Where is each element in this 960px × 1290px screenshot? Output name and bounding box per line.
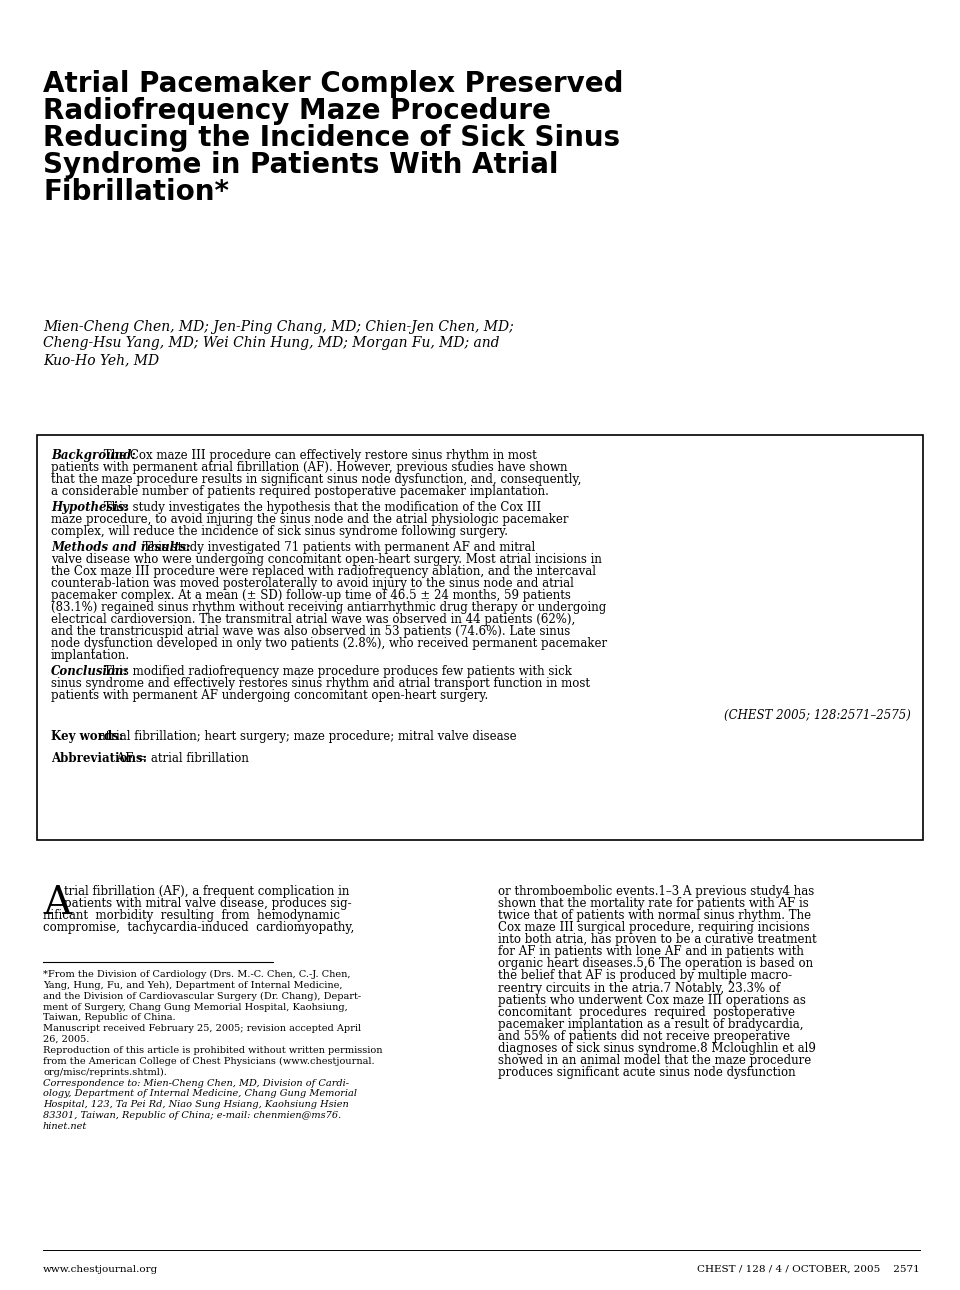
Text: the belief that AF is produced by multiple macro-: the belief that AF is produced by multip… [498,970,792,983]
Text: pacemaker implantation as a result of bradycardia,: pacemaker implantation as a result of br… [498,1018,804,1031]
Text: Syndrome in Patients With Atrial: Syndrome in Patients With Atrial [43,151,559,179]
Text: counterab-lation was moved posterolaterally to avoid injury to the sinus node an: counterab-lation was moved posterolatera… [51,577,574,590]
Text: that the maze procedure results in significant sinus node dysfunction, and, cons: that the maze procedure results in signi… [51,473,582,486]
Text: showed in an animal model that the maze procedure: showed in an animal model that the maze … [498,1054,811,1067]
Text: org/misc/reprints.shtml).: org/misc/reprints.shtml). [43,1068,167,1077]
Text: electrical cardioversion. The transmitral atrial wave was observed in 44 patient: electrical cardioversion. The transmitra… [51,613,575,626]
Text: Reducing the Incidence of Sick Sinus: Reducing the Incidence of Sick Sinus [43,124,620,152]
Text: implantation.: implantation. [51,649,131,662]
Text: or thromboembolic events.1–3 A previous study4 has: or thromboembolic events.1–3 A previous … [498,885,814,898]
Text: into both atria, has proven to be a curative treatment: into both atria, has proven to be a cura… [498,933,817,947]
Text: and 55% of patients did not receive preoperative: and 55% of patients did not receive preo… [498,1029,790,1042]
Text: Hypothesis:: Hypothesis: [51,501,129,513]
Text: Cox maze III surgical procedure, requiring incisions: Cox maze III surgical procedure, requiri… [498,921,809,934]
Text: concomitant  procedures  required  postoperative: concomitant procedures required postoper… [498,1006,795,1019]
Text: Methods and results:: Methods and results: [51,541,190,553]
Text: Abbreviations:: Abbreviations: [51,752,147,765]
Text: Mien-Cheng Chen, MD; Jen-Ping Chang, MD; Chien-Jen Chen, MD;: Mien-Cheng Chen, MD; Jen-Ping Chang, MD;… [43,320,514,334]
Text: complex, will reduce the incidence of sick sinus syndrome following surgery.: complex, will reduce the incidence of si… [51,525,508,538]
Text: pacemaker complex. At a mean (± SD) follow-up time of 46.5 ± 24 months, 59 patie: pacemaker complex. At a mean (± SD) foll… [51,590,571,602]
Text: compromise,  tachycardia-induced  cardiomyopathy,: compromise, tachycardia-induced cardiomy… [43,921,354,934]
Text: node dysfunction developed in only two patients (2.8%), who received permanent p: node dysfunction developed in only two p… [51,637,607,650]
Text: sinus syndrome and effectively restores sinus rhythm and atrial transport functi: sinus syndrome and effectively restores … [51,677,590,690]
Bar [37,435,923,840]
Text: The Cox maze III procedure can effectively restore sinus rhythm in most: The Cox maze III procedure can effective… [100,449,537,462]
Text: maze procedure, to avoid injuring the sinus node and the atrial physiologic pace: maze procedure, to avoid injuring the si… [51,513,568,526]
Text: atrial fibrillation; heart surgery; maze procedure; mitral valve disease: atrial fibrillation; heart surgery; maze… [95,730,516,743]
Text: Cheng-Hsu Yang, MD; Wei Chin Hung, MD; Morgan Fu, MD; and: Cheng-Hsu Yang, MD; Wei Chin Hung, MD; M… [43,337,499,351]
Text: 83301, Taiwan, Republic of China; e-mail: chenmien@ms76.: 83301, Taiwan, Republic of China; e-mail… [43,1111,341,1120]
Text: Manuscript received February 25, 2005; revision accepted April: Manuscript received February 25, 2005; r… [43,1024,361,1033]
Text: Background:: Background: [51,449,135,462]
Text: and the Division of Cardiovascular Surgery (Dr. Chang), Depart-: and the Division of Cardiovascular Surge… [43,992,361,1001]
Text: hinet.net: hinet.net [43,1122,87,1131]
Text: from the American College of Chest Physicians (www.chestjournal.: from the American College of Chest Physi… [43,1057,374,1066]
Text: 26, 2005.: 26, 2005. [43,1035,89,1044]
Text: (83.1%) regained sinus rhythm without receiving antiarrhythmic drug therapy or u: (83.1%) regained sinus rhythm without re… [51,601,607,614]
Text: reentry circuits in the atria.7 Notably, 23.3% of: reentry circuits in the atria.7 Notably,… [498,982,780,995]
Text: nificant  morbidity  resulting  from  hemodynamic: nificant morbidity resulting from hemody… [43,909,340,922]
Text: valve disease who were undergoing concomitant open-heart surgery. Most atrial in: valve disease who were undergoing concom… [51,553,602,566]
Text: Yang, Hung, Fu, and Yeh), Department of Internal Medicine,: Yang, Hung, Fu, and Yeh), Department of … [43,980,343,989]
Text: patients who underwent Cox maze III operations as: patients who underwent Cox maze III oper… [498,993,805,1006]
Text: the Cox maze III procedure were replaced with radiofrequency ablation, and the i: the Cox maze III procedure were replaced… [51,565,596,578]
Text: shown that the mortality rate for patients with AF is: shown that the mortality rate for patien… [498,897,808,909]
Text: trial fibrillation (AF), a frequent complication in: trial fibrillation (AF), a frequent comp… [64,885,349,898]
Text: This modified radiofrequency maze procedure produces few patients with sick: This modified radiofrequency maze proced… [100,666,571,679]
Text: twice that of patients with normal sinus rhythm. The: twice that of patients with normal sinus… [498,909,811,922]
Text: AF = atrial fibrillation: AF = atrial fibrillation [113,752,249,765]
Text: patients with permanent atrial fibrillation (AF). However, previous studies have: patients with permanent atrial fibrillat… [51,461,567,473]
Text: diagnoses of sick sinus syndrome.8 Mcloughlin et al9: diagnoses of sick sinus syndrome.8 Mclou… [498,1042,816,1055]
Text: ment of Surgery, Chang Gung Memorial Hospital, Kaohsiung,: ment of Surgery, Chang Gung Memorial Hos… [43,1002,348,1011]
Text: for AF in patients with lone AF and in patients with: for AF in patients with lone AF and in p… [498,946,804,958]
Text: produces significant acute sinus node dysfunction: produces significant acute sinus node dy… [498,1066,796,1078]
Text: patients with mitral valve disease, produces sig-: patients with mitral valve disease, prod… [64,897,351,909]
Text: organic heart diseases.5,6 The operation is based on: organic heart diseases.5,6 The operation… [498,957,813,970]
Text: This study investigated 71 patients with permanent AF and mitral: This study investigated 71 patients with… [139,541,536,553]
Text: patients with permanent AF undergoing concomitant open-heart surgery.: patients with permanent AF undergoing co… [51,689,489,702]
Text: ology, Department of Internal Medicine, Chang Gung Memorial: ology, Department of Internal Medicine, … [43,1089,357,1098]
Text: Correspondence to: Mien-Cheng Chen, MD, Division of Cardi-: Correspondence to: Mien-Cheng Chen, MD, … [43,1078,349,1087]
Text: Reproduction of this article is prohibited without written permission: Reproduction of this article is prohibit… [43,1046,382,1055]
Text: Hospital, 123, Ta Pei Rd, Niao Sung Hsiang, Kaohsiung Hsien: Hospital, 123, Ta Pei Rd, Niao Sung Hsia… [43,1100,348,1109]
Text: and the transtricuspid atrial wave was also observed in 53 patients (74.6%). Lat: and the transtricuspid atrial wave was a… [51,626,570,639]
Text: CHEST / 128 / 4 / OCTOBER, 2005    2571: CHEST / 128 / 4 / OCTOBER, 2005 2571 [697,1265,920,1275]
Text: Radiofrequency Maze Procedure: Radiofrequency Maze Procedure [43,97,551,125]
Text: Kuo-Ho Yeh, MD: Kuo-Ho Yeh, MD [43,353,159,366]
Text: Conclusion:: Conclusion: [51,666,129,679]
Text: A: A [43,885,71,922]
Text: Atrial Pacemaker Complex Preserved: Atrial Pacemaker Complex Preserved [43,70,623,98]
Text: Key words:: Key words: [51,730,123,743]
Text: a considerable number of patients required postoperative pacemaker implantation.: a considerable number of patients requir… [51,485,549,498]
Text: This study investigates the hypothesis that the modification of the Cox III: This study investigates the hypothesis t… [100,501,540,513]
Text: *From the Division of Cardiology (Drs. M.-C. Chen, C.-J. Chen,: *From the Division of Cardiology (Drs. M… [43,970,350,979]
Text: Taiwan, Republic of China.: Taiwan, Republic of China. [43,1014,176,1023]
Text: www.chestjournal.org: www.chestjournal.org [43,1265,158,1275]
Text: Fibrillation*: Fibrillation* [43,178,229,206]
Text: (CHEST 2005; 128:2571–2575): (CHEST 2005; 128:2571–2575) [724,708,911,721]
